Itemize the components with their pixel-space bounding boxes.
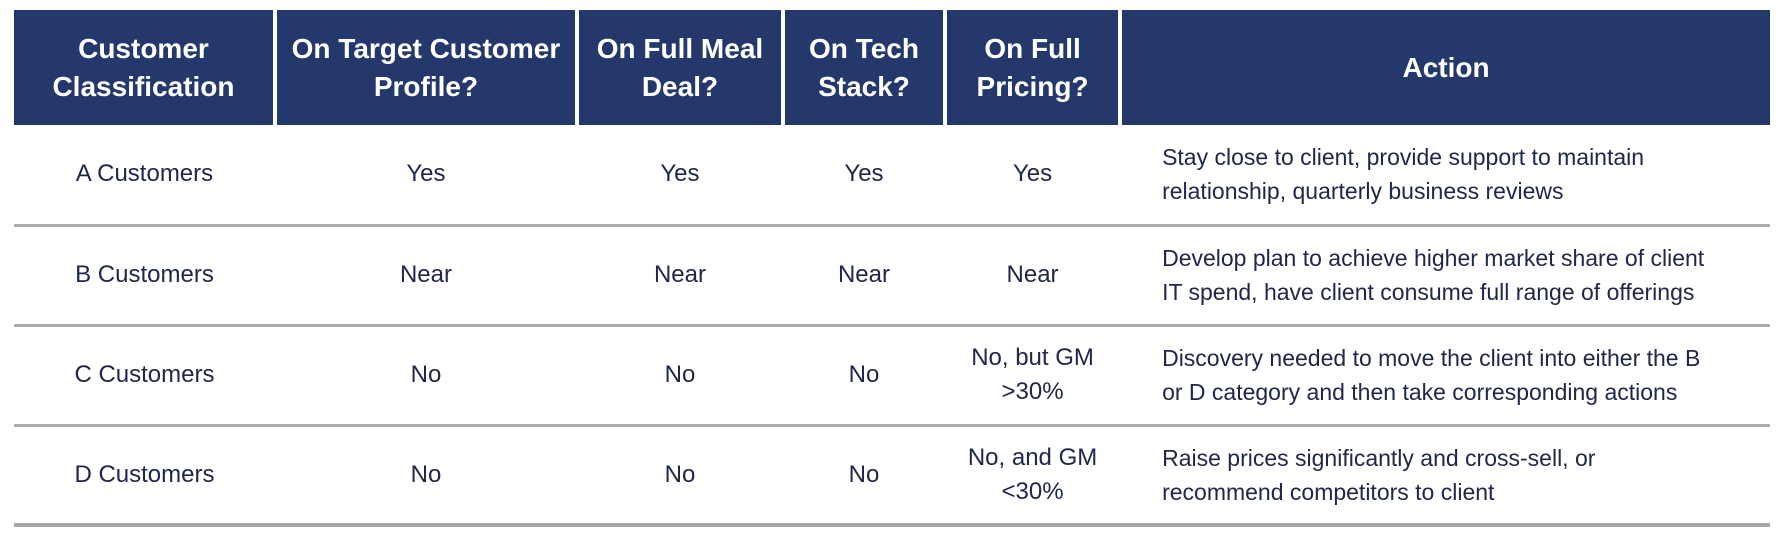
cell-pricing: Yes [1012,160,1053,188]
header-on-full-meal-deal: On Full Meal Deal? [574,10,783,125]
cell-tech-stack: Near [782,223,946,325]
customer-classification-table: Customer Classification On Target Custom… [14,10,1770,527]
cell-meal-deal: Near [576,223,783,325]
cell-on-target: Near [274,223,577,325]
table-header-row: Customer Classification On Target Custom… [14,10,1770,125]
header-customer-classification: Customer Classification [14,10,275,125]
cell-on-target: No [274,323,577,425]
table-row-b-customers: B Customers Near Near Near Near Develop … [14,223,1770,325]
table-row-a-customers: A Customers Yes Yes Yes Yes Stay close t… [14,125,1770,225]
row-label: D Customers [14,423,275,527]
row-label: A Customers [75,160,214,188]
cell-action: Raise prices significantly and cross-sel… [1120,423,1770,527]
table-row-d-customers: D Customers No No No No, and GM <30% Rai… [14,423,1770,527]
header-on-target-customer-profile: On Target Customer Profile? [272,10,577,125]
classification-matrix: Customer Classification On Target Custom… [14,10,1770,527]
row-label: C Customers [14,323,275,425]
cell-tech-stack: No [782,323,946,425]
cell-meal-deal: No [576,423,783,527]
cell-pricing: Near [945,223,1121,325]
table-row-c-customers: C Customers No No No No, but GM >30% Dis… [14,323,1770,425]
cell-meal-deal: No [576,323,783,425]
cell-meal-deal: Yes [660,160,700,188]
cell-tech-stack: Yes [844,160,884,188]
header-on-full-pricing: On Full Pricing? [943,10,1121,125]
cell-action: Stay close to client, provide support to… [1162,144,1645,205]
cell-action: Develop plan to achieve higher market sh… [1120,223,1770,325]
header-action: Action [1118,10,1770,125]
cell-action: Discovery needed to move the client into… [1120,323,1770,425]
cell-on-target: No [274,423,577,527]
cell-on-target: Yes [406,160,446,188]
row-label: B Customers [14,223,275,325]
header-on-tech-stack: On Tech Stack? [780,10,946,125]
cell-tech-stack: No [782,423,946,527]
cell-pricing: No, and GM <30% [945,423,1121,527]
cell-pricing: No, but GM >30% [945,323,1121,425]
